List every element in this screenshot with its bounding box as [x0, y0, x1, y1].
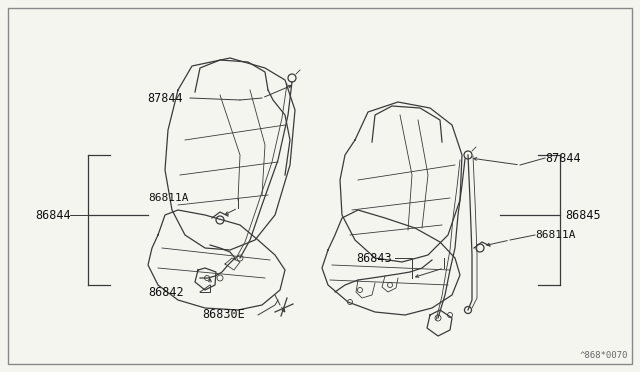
Text: 86842: 86842 — [148, 285, 184, 298]
Text: 86845: 86845 — [565, 208, 600, 221]
Text: ^868*0070: ^868*0070 — [580, 351, 628, 360]
Text: 87844: 87844 — [545, 151, 580, 164]
Text: 86844: 86844 — [35, 208, 70, 221]
Text: 86843: 86843 — [356, 251, 392, 264]
Text: 86811A: 86811A — [535, 230, 575, 240]
Text: 86830E: 86830E — [202, 308, 244, 321]
Text: 86811A: 86811A — [148, 193, 189, 203]
Text: 87844: 87844 — [147, 92, 182, 105]
